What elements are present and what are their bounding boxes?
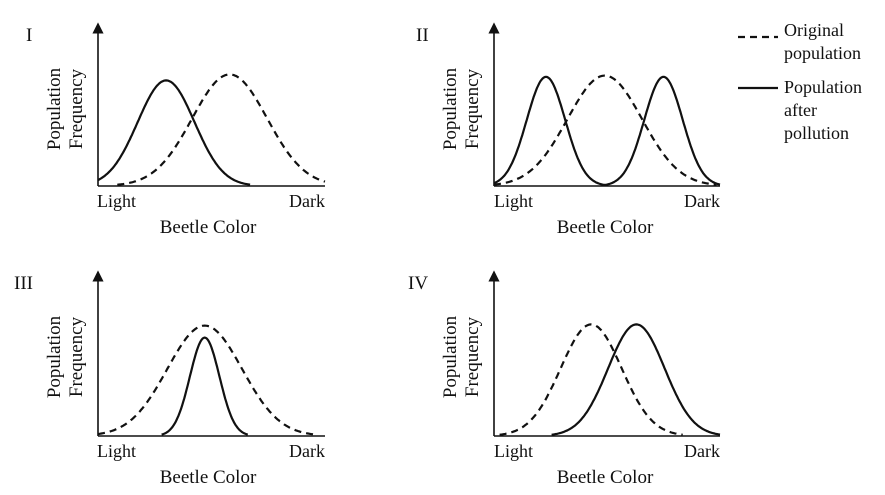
- x-axis-label: Beetle Color: [160, 467, 257, 488]
- legend-after-line1: Population: [784, 77, 862, 97]
- x-tick-light: Light: [97, 191, 136, 211]
- x-tick-dark: Dark: [684, 441, 720, 461]
- legend: Original population Population after pol…: [738, 20, 862, 143]
- x-axis-label: Beetle Color: [557, 467, 654, 488]
- panel-label: II: [416, 25, 429, 46]
- y-axis-label-line2: Frequency: [66, 316, 87, 397]
- panel-label: III: [14, 273, 33, 294]
- x-tick-dark: Dark: [684, 191, 720, 211]
- after-pollution-curve: [161, 336, 249, 436]
- y-axis-label-line1: Population: [440, 315, 461, 398]
- after-pollution-curve: [97, 79, 251, 186]
- legend-after-line3: pollution: [784, 123, 849, 143]
- original-population-curve: [117, 73, 326, 186]
- original-population-curve: [493, 74, 717, 186]
- panel-I: I Population Frequency Light Dark Beetle…: [26, 22, 326, 238]
- x-axis-label: Beetle Color: [160, 217, 257, 238]
- x-axis-label: Beetle Color: [557, 217, 654, 238]
- after-pollution-curve: [551, 323, 721, 436]
- x-tick-dark: Dark: [289, 191, 325, 211]
- legend-after-line2: after: [784, 100, 817, 120]
- panel-IV: IV Population Frequency Light Dark Beetl…: [408, 270, 721, 488]
- panel-II: II Population Frequency Light Dark Beetl…: [416, 22, 721, 238]
- panel-III: III Population Frequency Light Dark Beet…: [14, 270, 325, 488]
- original-population-curve: [97, 324, 318, 436]
- y-axis-label-line2: Frequency: [462, 68, 483, 149]
- y-axis-label-line2: Frequency: [462, 316, 483, 397]
- x-tick-light: Light: [494, 441, 533, 461]
- panel-label: IV: [408, 273, 428, 294]
- legend-original-line1: Original: [784, 20, 844, 40]
- y-axis-label-line2: Frequency: [66, 68, 87, 149]
- after-pollution-curve: [493, 75, 721, 186]
- panel-label: I: [26, 25, 32, 46]
- y-axis-label-line1: Population: [44, 315, 65, 398]
- legend-original-line2: population: [784, 43, 861, 63]
- y-axis-label-line1: Population: [44, 67, 65, 150]
- original-population-curve: [499, 323, 683, 436]
- x-tick-light: Light: [97, 441, 136, 461]
- y-axis-label-line1: Population: [440, 67, 461, 150]
- x-tick-dark: Dark: [289, 441, 325, 461]
- x-tick-light: Light: [494, 191, 533, 211]
